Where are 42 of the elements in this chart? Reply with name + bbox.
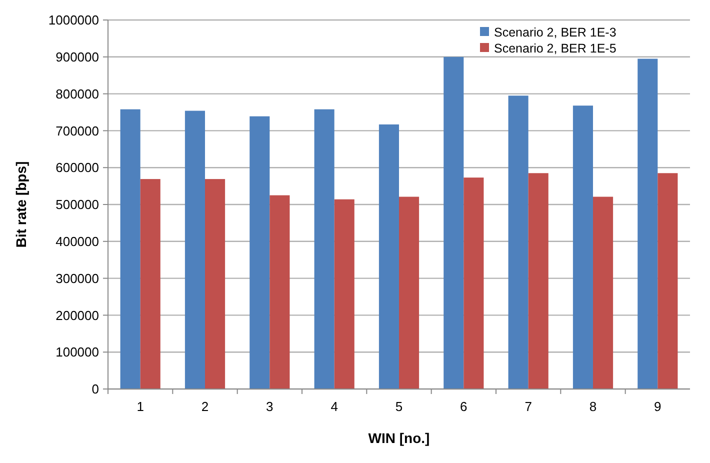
- bar: [205, 179, 226, 389]
- y-tick-label: 800000: [56, 86, 99, 102]
- y-tick-label: 900000: [56, 49, 99, 64]
- bar: [444, 56, 464, 389]
- x-tick-label: 1: [136, 399, 144, 414]
- bar: [508, 96, 528, 389]
- x-axis-title: WIN [no.]: [368, 430, 430, 446]
- bar: [572, 106, 593, 389]
- x-tick-label: 6: [460, 399, 468, 414]
- bar: [658, 173, 678, 389]
- y-tick-label: 200000: [56, 308, 99, 323]
- x-tick-label: 3: [266, 399, 274, 414]
- bar: [120, 109, 140, 389]
- legend-label: Scenario 2, BER 1E-3: [494, 25, 616, 40]
- bar: [334, 199, 354, 389]
- y-tick-label: 500000: [56, 197, 99, 212]
- bar: [140, 179, 160, 389]
- bar: [528, 173, 548, 389]
- bar: [378, 124, 399, 389]
- bar: [399, 196, 420, 389]
- y-tick-label: 400000: [56, 234, 99, 249]
- y-tick-label: 100000: [56, 344, 99, 360]
- x-tick-label: 4: [330, 399, 338, 414]
- bar: [464, 178, 484, 389]
- x-tick-label: 7: [524, 399, 532, 414]
- legend-label: Scenario 2, BER 1E-5: [494, 41, 616, 56]
- y-tick-label: 0: [92, 382, 99, 397]
- y-tick-label: 600000: [56, 160, 99, 176]
- x-tick-label: 9: [654, 399, 662, 414]
- bar: [593, 196, 614, 389]
- x-tick-label: 5: [395, 399, 403, 414]
- y-axis-title: Bit rate [bps]: [13, 161, 29, 248]
- y-tick-label: 1000000: [48, 12, 99, 28]
- bar: [314, 109, 334, 389]
- bar: [638, 58, 658, 389]
- x-tick-label: 8: [589, 399, 597, 414]
- bar: [250, 116, 270, 389]
- x-tick-label: 2: [201, 399, 209, 414]
- bar: [184, 110, 205, 389]
- y-tick-label: 300000: [56, 270, 99, 286]
- y-tick-label: 700000: [56, 123, 99, 138]
- bar: [270, 195, 290, 389]
